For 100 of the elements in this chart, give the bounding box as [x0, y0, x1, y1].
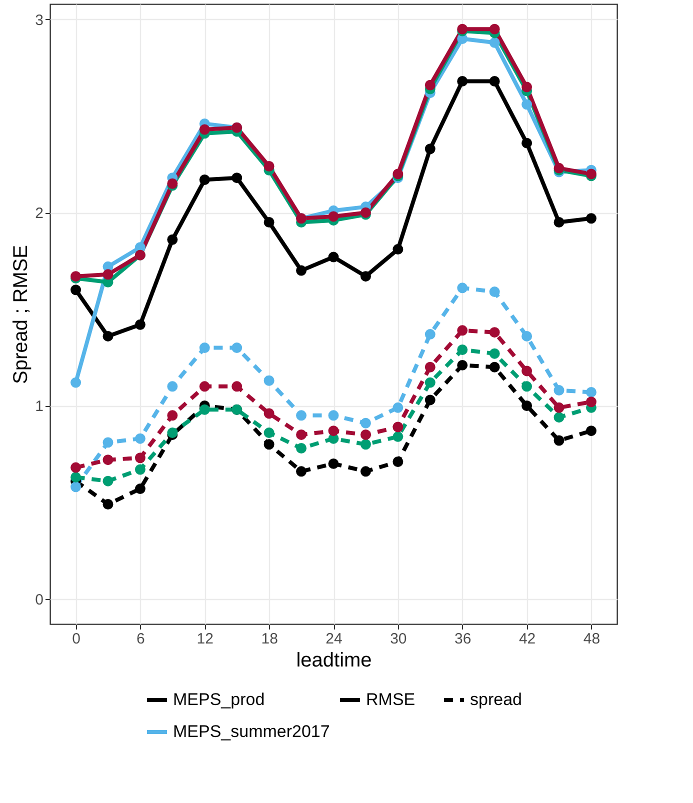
point: [457, 282, 468, 294]
x-tick-label: 48: [583, 630, 600, 648]
x-tick-label: 18: [261, 630, 278, 648]
point: [70, 472, 82, 482]
x-tick-label: 6: [136, 630, 145, 648]
point: [134, 433, 146, 444]
x-tick-label: 30: [390, 630, 407, 648]
point: [489, 76, 500, 86]
point: [392, 431, 404, 442]
point: [489, 24, 500, 34]
point: [522, 138, 532, 148]
y-tick-label: 0: [35, 591, 44, 608]
point: [296, 429, 307, 440]
point: [264, 161, 274, 172]
point: [522, 82, 532, 92]
point: [522, 99, 532, 110]
x-tick-label: 42: [518, 630, 536, 648]
point: [102, 330, 114, 342]
point: [424, 80, 436, 90]
x-tick-label: 24: [326, 630, 342, 648]
point: [296, 265, 307, 276]
point: [360, 271, 371, 282]
point: [522, 381, 532, 392]
point: [554, 217, 564, 228]
point: [489, 286, 500, 298]
point: [554, 435, 564, 446]
point: [424, 329, 436, 340]
point: [489, 37, 500, 48]
point: [328, 458, 339, 469]
point: [167, 410, 178, 421]
point: [392, 244, 404, 255]
point: [134, 464, 146, 475]
point: [586, 426, 596, 436]
point: [586, 213, 596, 224]
point: [134, 484, 146, 494]
y-tick-label: 1: [35, 398, 44, 416]
point: [360, 418, 371, 428]
point: [167, 234, 178, 245]
point: [554, 385, 564, 396]
point: [392, 422, 404, 432]
point: [296, 466, 307, 477]
legend-label: MEPS_summer2017: [173, 722, 330, 741]
point: [134, 319, 146, 330]
point: [70, 284, 82, 296]
point: [554, 402, 564, 413]
point: [457, 360, 468, 370]
point: [70, 482, 82, 492]
point: [232, 381, 242, 392]
x-tick-label: 12: [196, 630, 214, 648]
point: [264, 375, 274, 386]
text: spread: [470, 690, 522, 709]
text: RMSE: [366, 690, 416, 709]
point: [102, 454, 114, 466]
point: [424, 394, 436, 406]
point: [360, 439, 371, 450]
y-tick-label: 3: [35, 12, 44, 29]
point: [102, 269, 114, 280]
point: [489, 362, 500, 372]
point: [522, 366, 532, 376]
y-axis-title: Spread ; RMSE: [10, 245, 32, 384]
point: [328, 410, 339, 421]
point: [199, 174, 210, 185]
point: [296, 410, 307, 421]
point: [102, 499, 114, 510]
point: [232, 342, 242, 354]
point: [586, 386, 596, 398]
point: [554, 412, 564, 423]
point: [392, 456, 404, 467]
point: [199, 381, 210, 392]
x-tick-label: 0: [72, 630, 80, 648]
point: [424, 144, 436, 154]
point: [199, 404, 210, 415]
point: [102, 476, 114, 486]
point: [70, 377, 82, 388]
point: [167, 381, 178, 392]
point: [586, 396, 596, 408]
point: [199, 124, 210, 135]
point: [360, 429, 371, 440]
x-tick-label: 36: [454, 630, 472, 648]
point: [424, 377, 436, 388]
point: [296, 443, 307, 454]
point: [102, 437, 114, 448]
point: [328, 426, 339, 436]
x-axis-title: leadtime: [296, 650, 372, 672]
point: [360, 466, 371, 477]
point: [134, 452, 146, 464]
point: [522, 330, 532, 342]
point: [328, 211, 339, 222]
point: [232, 172, 242, 184]
point: [457, 76, 468, 86]
y-tick-label: 2: [35, 205, 44, 222]
point: [522, 400, 532, 411]
point: [264, 428, 274, 438]
legend-label: MEPS_prod: [173, 690, 265, 709]
point: [70, 462, 82, 473]
point: [489, 327, 500, 338]
point: [264, 217, 274, 228]
point: [424, 362, 436, 372]
point: [328, 252, 339, 262]
point: [457, 325, 468, 336]
